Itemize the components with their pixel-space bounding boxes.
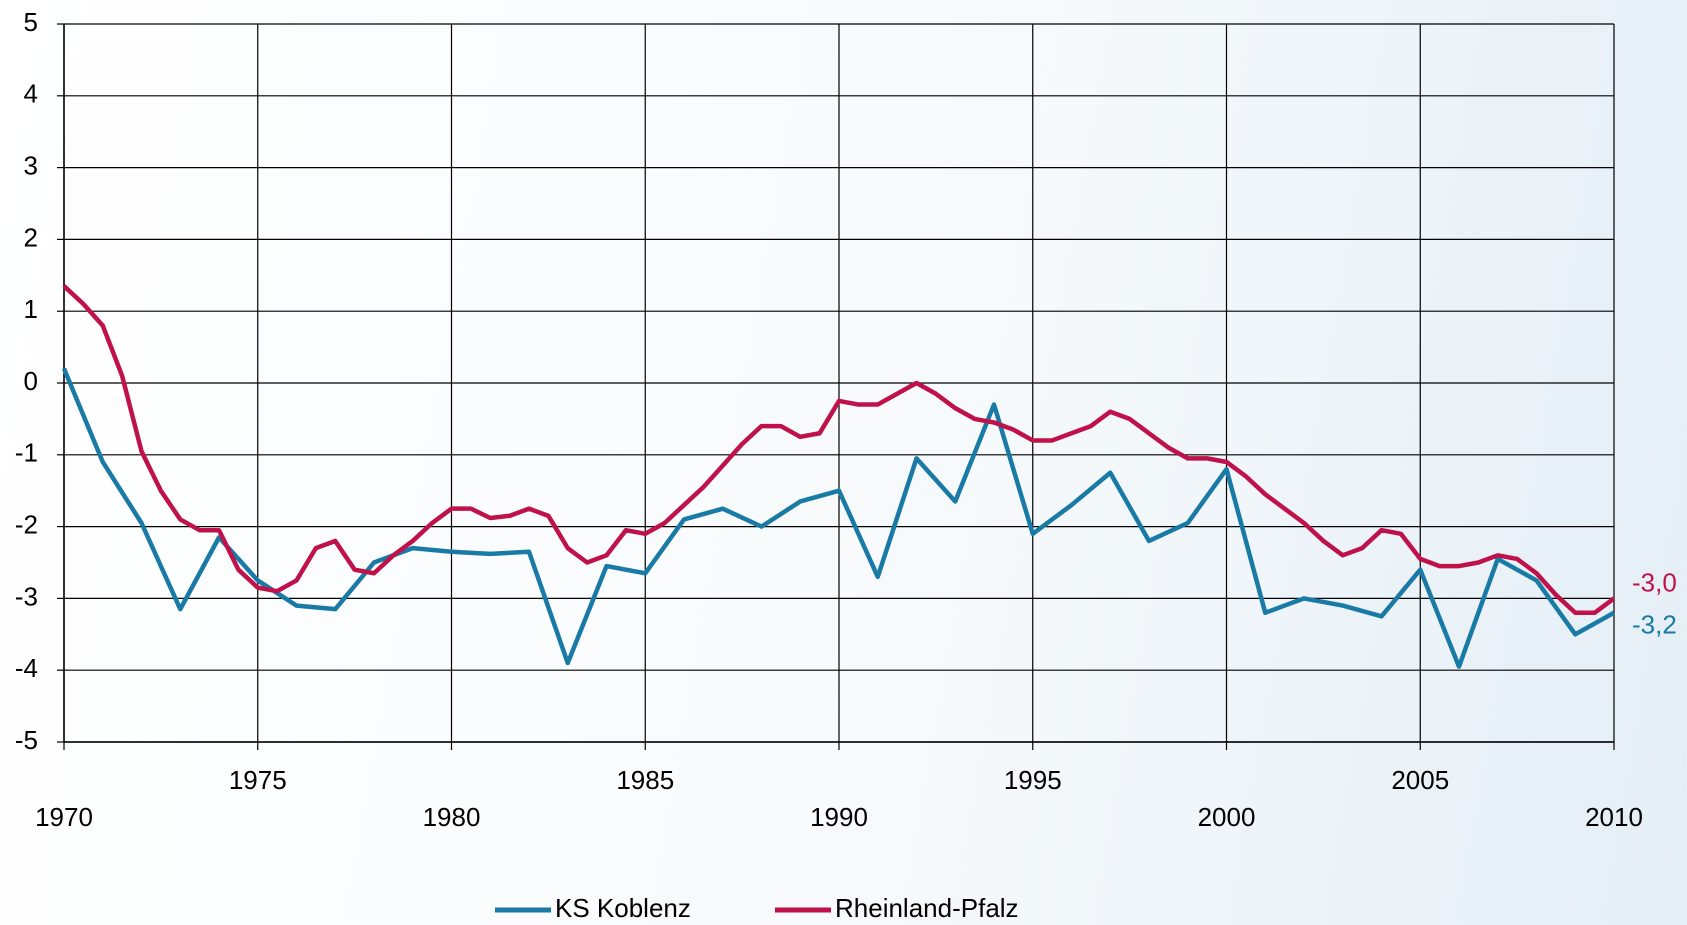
end-label: -3,2 xyxy=(1632,610,1677,640)
x-tick-label: 2010 xyxy=(1585,802,1643,832)
end-label: -3,0 xyxy=(1632,567,1677,597)
series-line xyxy=(62,284,1616,616)
x-tick-label: 1995 xyxy=(1004,765,1062,795)
y-tick-label: -2 xyxy=(15,509,38,539)
x-tick-label: 1980 xyxy=(423,802,481,832)
y-tick-label: 1 xyxy=(24,294,38,324)
x-tick-label: 2000 xyxy=(1198,802,1256,832)
x-tick-label: 1985 xyxy=(616,765,674,795)
x-tick-label: 1990 xyxy=(810,802,868,832)
y-tick-label: 0 xyxy=(24,366,38,396)
y-tick-label: 3 xyxy=(24,150,38,180)
x-tick-label: 2005 xyxy=(1391,765,1449,795)
y-tick-label: 4 xyxy=(24,79,38,109)
y-tick-label: 2 xyxy=(24,222,38,252)
y-tick-label: -4 xyxy=(15,653,38,683)
legend-label: Rheinland-Pfalz xyxy=(835,893,1019,923)
legend-label: KS Koblenz xyxy=(555,893,691,923)
x-tick-label: 1970 xyxy=(35,802,93,832)
series-line xyxy=(61,367,1616,669)
x-tick-label: 1975 xyxy=(229,765,287,795)
y-tick-label: 5 xyxy=(24,7,38,37)
y-tick-label: -5 xyxy=(15,725,38,755)
y-tick-label: -3 xyxy=(15,581,38,611)
y-tick-label: -1 xyxy=(15,438,38,468)
